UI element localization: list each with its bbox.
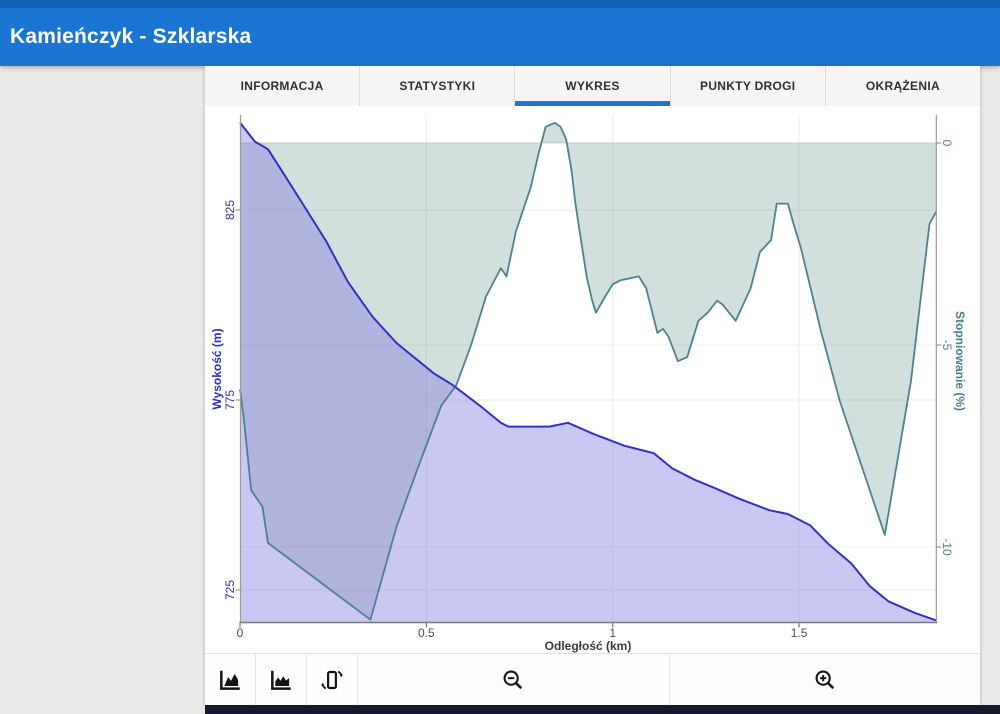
zoom-out-button[interactable] (358, 654, 670, 705)
right-axis-tick-label: 0 (940, 140, 954, 147)
x-axis-title: Odległość (km) (545, 639, 632, 653)
app-bar: Kamieńczyk - Szklarska (0, 8, 1000, 66)
area-chart-alt-icon (271, 670, 291, 690)
x-axis-tick-label: 0 (237, 626, 244, 640)
status-bar (0, 0, 1000, 8)
left-axis-tick-label: 725 (223, 580, 237, 600)
elevation-line (239, 121, 937, 622)
tab-statystyki[interactable]: STATYSTYKI (360, 66, 516, 106)
right-axis-tick-label: -5 (940, 340, 954, 351)
zoom-in-icon (815, 670, 834, 689)
page-title: Kamieńczyk - Szklarska (10, 25, 252, 48)
x-axis-tick-label: 0.5 (418, 626, 435, 640)
tab-label: INFORMACJA (240, 79, 324, 93)
bottom-strip (205, 705, 1000, 714)
content-card: INFORMACJA STATYSTYKI WYKRES PUNKTY DROGI OK… (205, 66, 980, 705)
elevation-area (240, 122, 937, 623)
elevation-area-chart-button[interactable] (205, 654, 256, 705)
chart-svg[interactable]: 0 0.5 1 1.5 Odległość (km) 825 775 725 Wysokość … (205, 106, 980, 653)
zoom-in-button[interactable] (670, 654, 981, 705)
tab-punkty-drogi[interactable]: PUNKTY DROGI (671, 66, 826, 106)
rotate-screen-icon (321, 670, 343, 689)
tab-wykres[interactable]: WYKRES (515, 66, 671, 106)
x-axis-tick-label: 1.5 (791, 626, 808, 640)
tab-label: STATYSTYKI (399, 79, 476, 93)
zoom-out-icon (503, 670, 523, 689)
area-chart-icon (220, 670, 240, 690)
tab-okrążenia[interactable]: OKRĄŻENIA (826, 66, 980, 106)
elevation-gradient-chart[interactable]: 0 0.5 1 1.5 Odległość (km) 825 775 725 Wysokość … (205, 106, 980, 653)
gradient-area-chart-button[interactable] (256, 654, 307, 705)
tab-label: PUNKTY DROGI (700, 79, 796, 93)
right-axis-title: Stopniowanie (%) (953, 311, 967, 411)
rotate-screen-button[interactable] (307, 654, 358, 705)
chart-toolbar (205, 653, 980, 705)
left-axis-tick-label: 775 (223, 390, 237, 410)
tab-bar: INFORMACJA STATYSTYKI WYKRES PUNKTY DROGI OK… (205, 66, 980, 106)
x-axis-tick-label: 1 (609, 626, 616, 640)
tab-informacja[interactable]: INFORMACJA (205, 66, 361, 106)
tab-label: OKRĄŻENIA (865, 79, 940, 93)
left-axis-title: Wysokość (m) (210, 328, 224, 409)
right-axis-tick-label: -10 (940, 538, 954, 556)
tab-label: WYKRES (565, 79, 620, 93)
gradient-area (240, 122, 937, 620)
left-axis-tick-label: 825 (223, 200, 237, 220)
gradient-line (239, 121, 937, 621)
